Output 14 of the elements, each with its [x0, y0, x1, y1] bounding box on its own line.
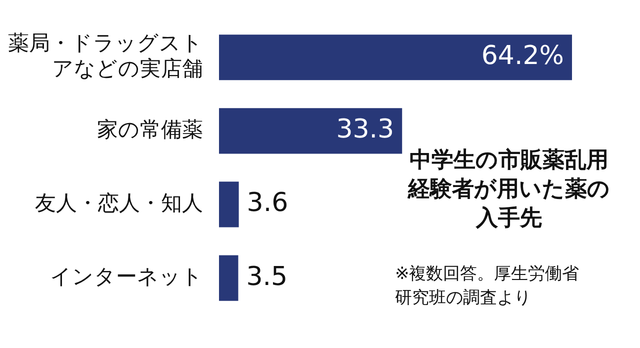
text: 中学生の市販薬乱用経験者が用いた薬の入手先 [408, 146, 610, 233]
bar [219, 108, 402, 154]
bar [219, 182, 239, 228]
data-label: 33.3 [336, 114, 394, 145]
bar [219, 34, 572, 80]
data-label: 64.2% [481, 41, 564, 72]
annotation: ※複数回答。厚生労働省研究班の調査より [395, 263, 580, 310]
data-label: 3.6 [246, 188, 288, 218]
y-tick-label: 家の常備薬 [97, 117, 203, 142]
y-tick-label: 友人・恋人・知人 [35, 190, 203, 215]
data-label: 3.5 [246, 262, 288, 292]
bar [219, 255, 238, 301]
y-tick-label: インターネット [50, 264, 203, 288]
y-tick-label: 薬局・ドラッグストアなどの実店舗 [8, 31, 203, 80]
